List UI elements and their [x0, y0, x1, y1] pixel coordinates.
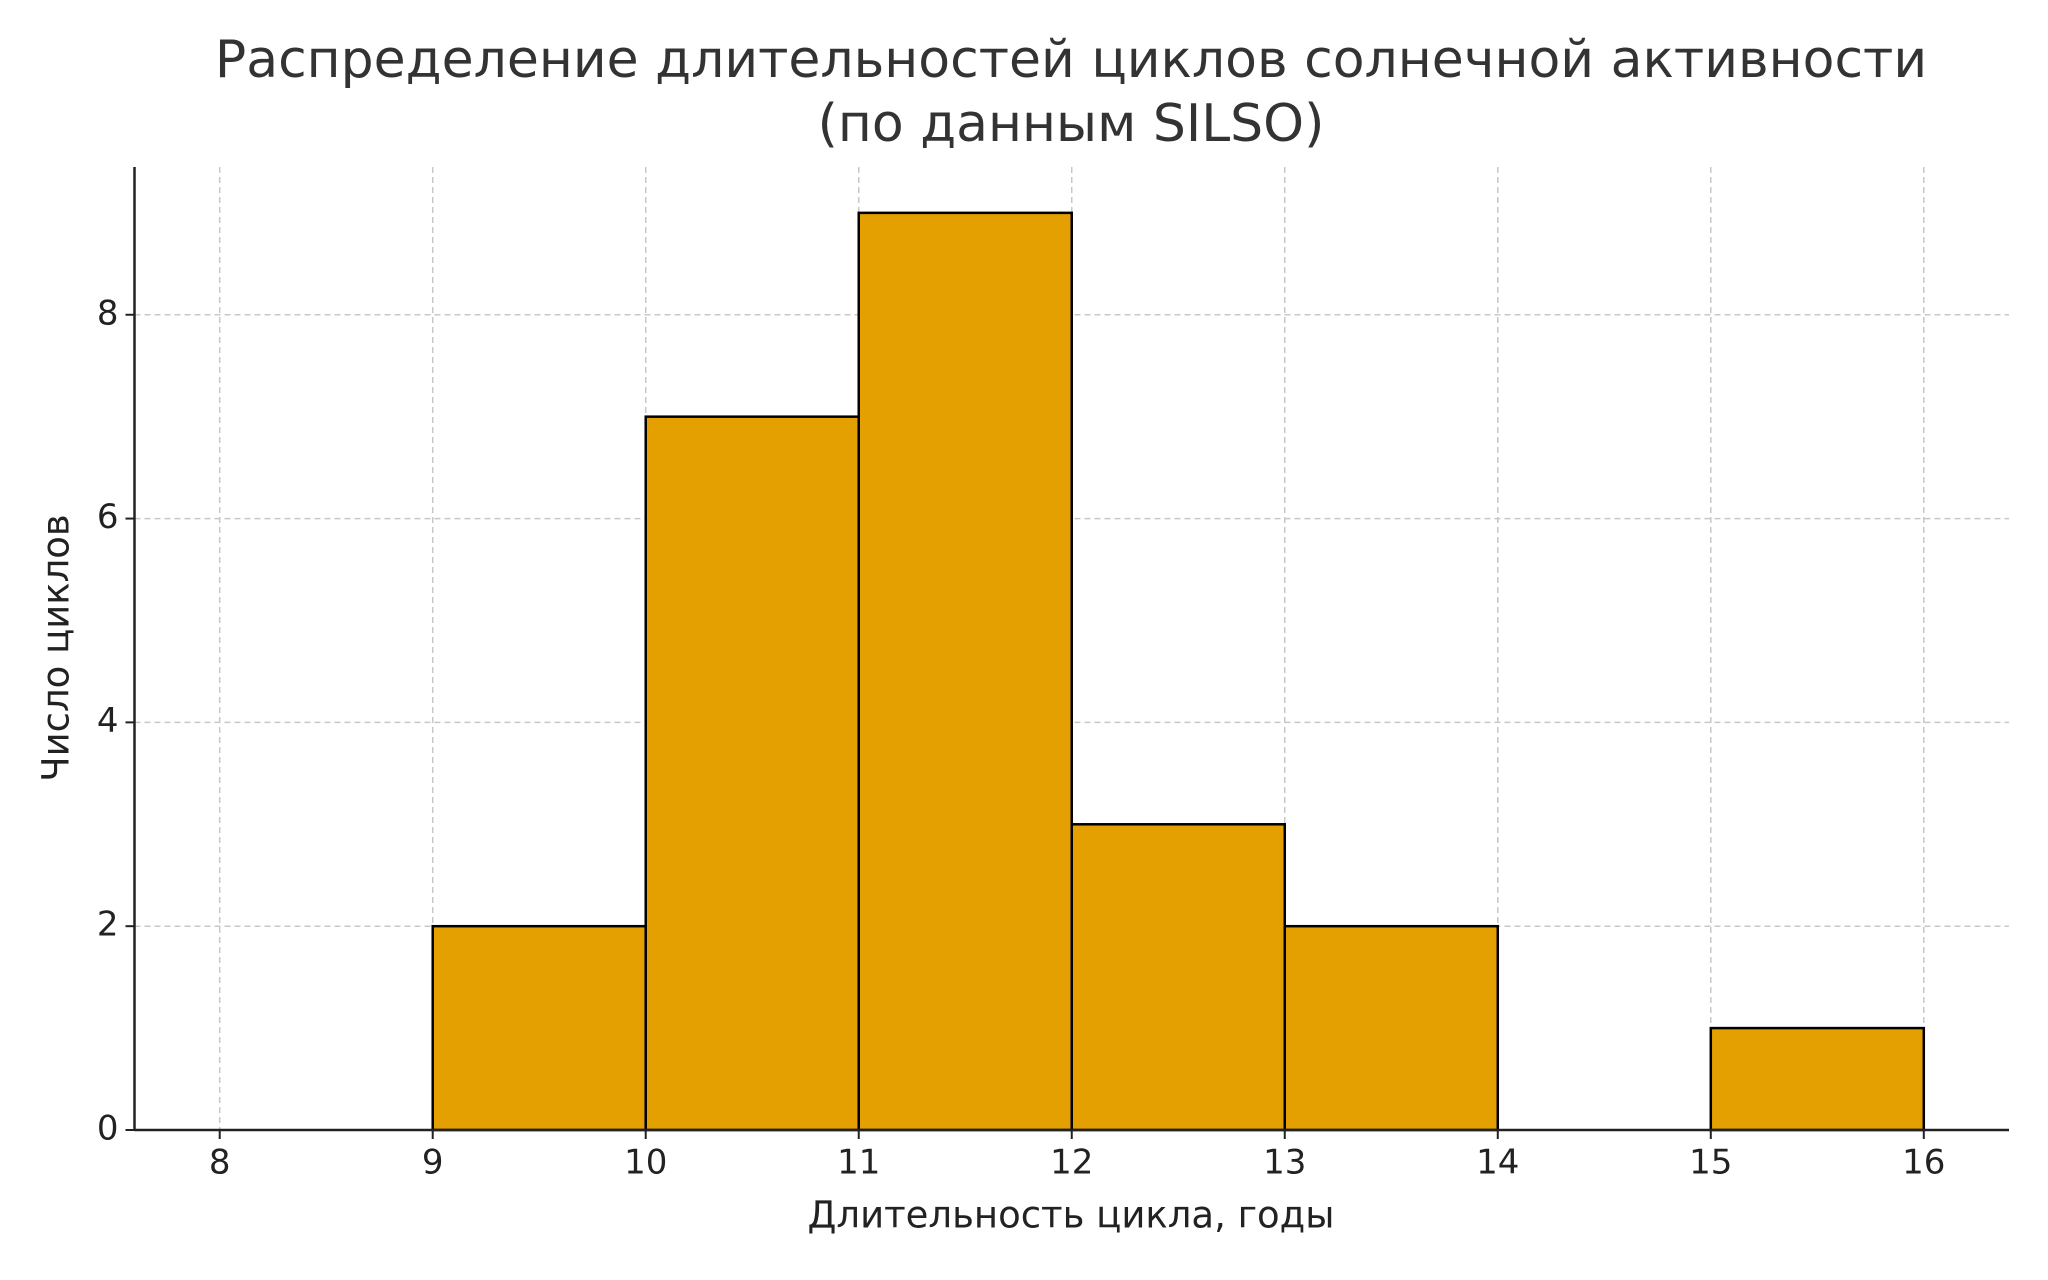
x-tick-label: 9 [422, 1143, 444, 1183]
y-tick-label: 6 [97, 497, 119, 537]
x-tick-label: 16 [1902, 1143, 1945, 1183]
y-tick-label: 0 [97, 1109, 119, 1149]
x-tick-label: 13 [1263, 1143, 1306, 1183]
bar [1070, 823, 1287, 1132]
bar [857, 211, 1074, 1132]
y-tick-label: 8 [97, 293, 119, 333]
y-tick-label: 2 [97, 905, 119, 945]
chart-title: Распределение длительностей циклов солне… [214, 30, 1928, 154]
x-tick-label: 11 [837, 1143, 880, 1183]
bar [1283, 924, 1500, 1132]
bar [1709, 1026, 1926, 1132]
bar [431, 924, 647, 1132]
y-axis-label: Число циклов [35, 514, 78, 781]
bars [431, 211, 1926, 1132]
x-tick-label: 14 [1476, 1143, 1519, 1183]
axes: 0 2 4 6 8 8 9 10 11 12 13 14 15 16 [97, 167, 2009, 1183]
bar [644, 415, 860, 1132]
x-tick-label: 10 [624, 1143, 667, 1183]
x-tick-label: 12 [1050, 1143, 1093, 1183]
y-tick-label: 4 [97, 701, 119, 741]
x-axis-label: Длительность цикла, годы [808, 1194, 1335, 1237]
x-tick-label: 8 [209, 1143, 231, 1183]
x-tick-label: 15 [1689, 1143, 1732, 1183]
